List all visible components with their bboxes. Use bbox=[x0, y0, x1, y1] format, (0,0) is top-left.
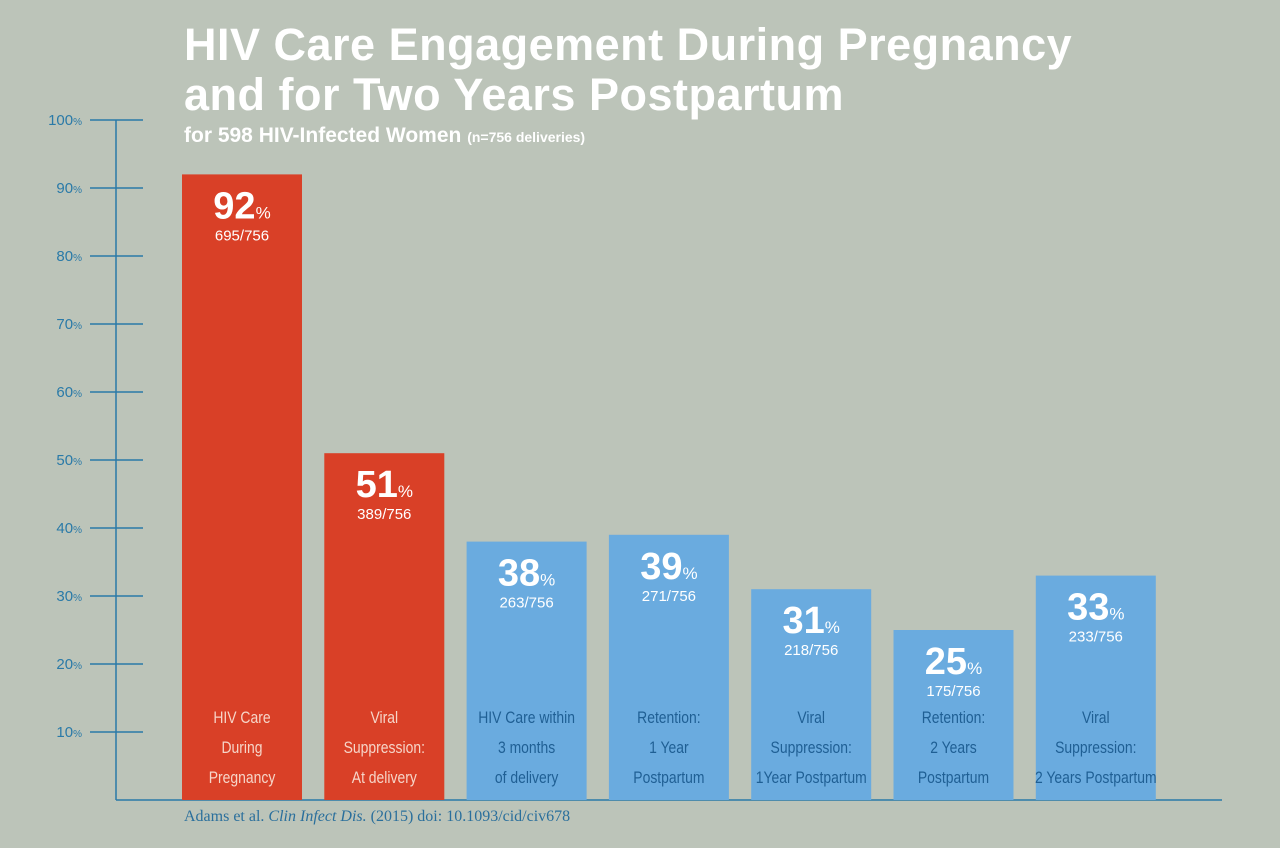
category-label: During bbox=[221, 739, 262, 758]
bar-fraction-label: 389/756 bbox=[357, 506, 411, 523]
bar-value-label: 33% bbox=[1067, 587, 1124, 629]
category-label: Retention: bbox=[637, 709, 700, 728]
category-label: 1Year Postpartum bbox=[756, 769, 867, 788]
bar bbox=[182, 174, 302, 800]
bar-fraction-label: 218/756 bbox=[784, 642, 838, 659]
subtitle-note: (n=756 deliveries) bbox=[467, 129, 586, 145]
category-label: Viral bbox=[1082, 709, 1110, 728]
y-tick-label: 80% bbox=[56, 248, 82, 265]
source-authors: Adams et al. bbox=[184, 808, 265, 825]
category-label: Postpartum bbox=[633, 769, 704, 788]
category-label: Postpartum bbox=[918, 769, 989, 788]
bar-value-label: 38% bbox=[498, 553, 555, 595]
bar-fraction-label: 271/756 bbox=[642, 588, 696, 605]
bar-value-label: 25% bbox=[925, 641, 982, 683]
bar-value-label: 51% bbox=[356, 464, 413, 506]
y-tick-label: 90% bbox=[56, 180, 82, 197]
bar-value-label: 39% bbox=[640, 546, 697, 588]
y-tick-label: 100% bbox=[48, 112, 82, 129]
bar-value-label: 31% bbox=[782, 600, 839, 642]
category-label: Pregnancy bbox=[209, 769, 276, 788]
bar bbox=[608, 534, 729, 800]
category-label: Viral bbox=[797, 709, 825, 728]
title-line-1: HIV Care Engagement During Pregnancy bbox=[184, 19, 1073, 70]
category-label: 2 Years Postpartum bbox=[1035, 769, 1157, 788]
bar bbox=[751, 589, 872, 800]
bar-value-label: 92% bbox=[213, 185, 270, 227]
category-label: HIV Care within bbox=[478, 709, 575, 728]
y-tick-label: 60% bbox=[56, 384, 82, 401]
category-label: Suppression: bbox=[344, 739, 425, 758]
category-label: 3 months bbox=[498, 739, 555, 758]
y-tick-label: 20% bbox=[56, 656, 82, 673]
source-doi: (2015) doi: 10.1093/cid/civ678 bbox=[370, 808, 571, 825]
bar bbox=[1035, 575, 1156, 800]
category-label: Viral bbox=[370, 709, 398, 728]
bar bbox=[466, 541, 587, 800]
category-label: At delivery bbox=[352, 769, 417, 788]
bar bbox=[324, 453, 445, 800]
category-label: Suppression: bbox=[771, 739, 852, 758]
category-label: HIV Care bbox=[213, 709, 270, 728]
category-label: 2 Years bbox=[930, 739, 977, 758]
y-tick-label: 50% bbox=[56, 452, 82, 469]
category-label: 1 Year bbox=[649, 739, 689, 758]
bar-fraction-label: 263/756 bbox=[499, 595, 553, 612]
bar-fraction-label: 695/756 bbox=[215, 227, 269, 244]
category-label: Suppression: bbox=[1055, 739, 1136, 758]
y-tick-label: 70% bbox=[56, 316, 82, 333]
chart-title: HIV Care Engagement During Pregnancy and… bbox=[184, 20, 1072, 120]
y-tick-label: 30% bbox=[56, 588, 82, 605]
category-label: Retention: bbox=[922, 709, 985, 728]
bar-fraction-label: 175/756 bbox=[926, 683, 980, 700]
y-tick-label: 40% bbox=[56, 520, 82, 537]
chart-subtitle: for 598 HIV-Infected Women (n=756 delive… bbox=[184, 124, 585, 148]
title-line-2: and for Two Years Postpartum bbox=[184, 69, 844, 120]
subtitle-text: for 598 HIV-Infected Women bbox=[184, 124, 462, 147]
source-journal: Clin Infect Dis. bbox=[268, 808, 367, 825]
bar bbox=[893, 630, 1014, 800]
bar-fraction-label: 233/756 bbox=[1069, 629, 1123, 646]
source-citation: Adams et al. Clin Infect Dis. (2015) doi… bbox=[184, 808, 570, 826]
category-label: of delivery bbox=[495, 769, 559, 788]
y-tick-label: 10% bbox=[56, 724, 82, 741]
